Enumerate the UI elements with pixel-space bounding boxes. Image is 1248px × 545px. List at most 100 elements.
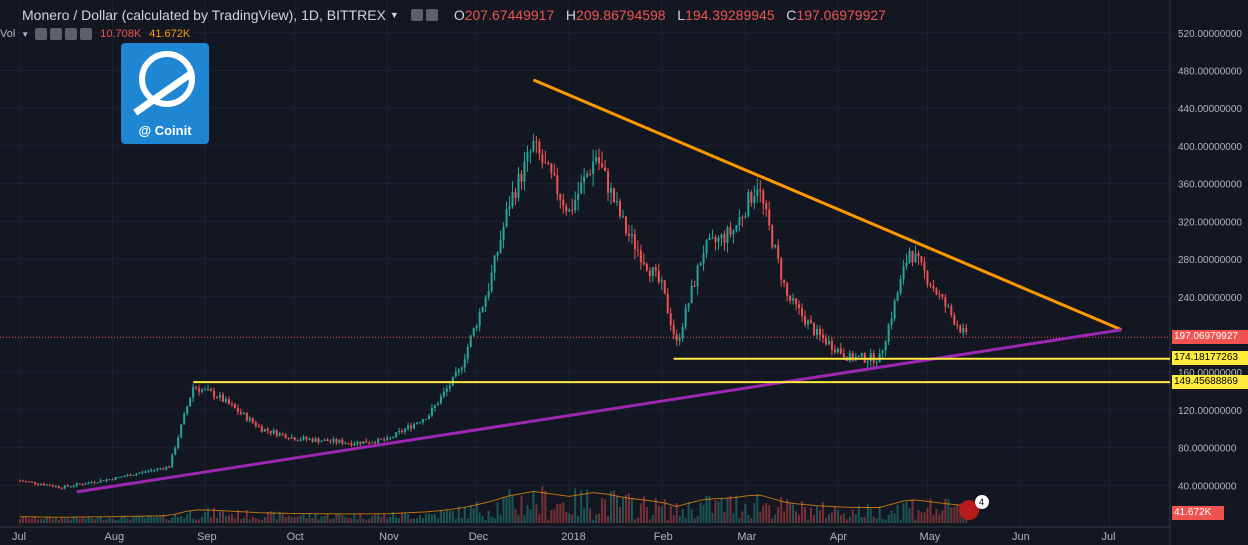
candle-body [610, 188, 613, 193]
volume-bar [436, 518, 439, 523]
candle-body [956, 324, 959, 326]
volume-bar [842, 513, 845, 523]
volume-bar [604, 499, 607, 523]
candle-body [559, 194, 562, 200]
volume-bar [872, 516, 875, 523]
time-tick-label: Sep [197, 531, 217, 543]
candle-body [690, 285, 693, 304]
candle-body [347, 443, 350, 445]
candle-body [114, 477, 117, 480]
candle-body [783, 279, 786, 284]
chevron-down-icon[interactable]: ▼ [389, 10, 399, 20]
candle-body [153, 469, 156, 471]
volume-bar [947, 499, 950, 523]
candle-body [735, 225, 738, 231]
candle-body [821, 334, 824, 339]
candle-body [314, 438, 317, 442]
volume-bar [210, 517, 213, 523]
candle-body [577, 193, 580, 200]
eye-icon[interactable] [35, 28, 48, 40]
volume-bar [144, 517, 147, 523]
volume-bar [881, 518, 884, 523]
volume-bar [580, 490, 583, 523]
volume-bar [251, 516, 254, 523]
volume-bar [538, 513, 541, 523]
time-tick-label: Aug [105, 531, 125, 543]
volume-bar [102, 519, 105, 523]
candle-body [147, 470, 150, 472]
time-tick-label: Apr [830, 531, 847, 543]
volume-bar [353, 514, 356, 523]
price-tick-label: 280.00000000 [1178, 255, 1242, 266]
candle-body [836, 348, 839, 353]
volume-bar [410, 518, 413, 523]
settings-icon[interactable] [50, 28, 63, 40]
price-tick-label: 320.00000000 [1178, 217, 1242, 228]
candle-body [204, 389, 207, 391]
volume-bar [499, 514, 502, 523]
volume-bar [189, 510, 192, 523]
candle-body [768, 209, 771, 226]
volume-bar [230, 513, 233, 523]
volume-bar [768, 505, 771, 523]
candle-body [42, 484, 45, 486]
settings-icon[interactable] [410, 9, 423, 21]
candle-body [293, 437, 296, 441]
volume-bar [753, 503, 756, 523]
candle-body [230, 404, 233, 406]
eye-icon[interactable] [425, 9, 438, 21]
volume-bar [168, 519, 171, 523]
candle-body [463, 359, 466, 368]
volume-bar [263, 517, 266, 523]
candle-body [866, 361, 869, 363]
volume-bar [395, 517, 398, 523]
candle-body [195, 386, 198, 389]
candle-body [362, 441, 365, 444]
candle-body [93, 482, 96, 484]
coinit-watermark-logo: @ Coinit [121, 43, 209, 144]
candle-body [639, 250, 642, 263]
candle-body [210, 389, 213, 392]
candle-body [896, 293, 899, 301]
volume-bar [266, 511, 269, 523]
candle-body [66, 485, 69, 487]
volume-bar [284, 517, 287, 523]
volume-bar [478, 512, 481, 523]
candle-body [174, 447, 177, 455]
support-price-label-1: 174.18177263 [1172, 351, 1248, 365]
volume-bar [621, 497, 624, 523]
candle-body [96, 482, 99, 484]
volume-bar [571, 514, 574, 523]
candle-body [675, 334, 678, 341]
volume-bar [630, 498, 633, 523]
symbol-title[interactable]: Monero / Dollar (calculated by TradingVi… [22, 7, 386, 23]
candle-body [914, 253, 917, 263]
volume-bar [311, 518, 314, 523]
close-icon[interactable] [80, 28, 93, 40]
volume-bar [618, 507, 621, 523]
chevron-down-icon[interactable]: ▼ [21, 29, 30, 39]
candle-body [875, 362, 878, 364]
candle-body [666, 293, 669, 314]
candle-body [72, 485, 75, 487]
volume-bar [213, 507, 216, 523]
candle-body [589, 173, 592, 175]
candle-body [786, 283, 789, 296]
volume-bar [224, 515, 227, 523]
time-tick-label: Dec [469, 531, 489, 543]
candle-body [150, 470, 153, 472]
candle-body [657, 270, 660, 283]
more-icon[interactable] [65, 28, 78, 40]
candle-body [744, 216, 747, 218]
candle-body [813, 323, 816, 336]
candle-body [938, 294, 941, 296]
volume-bar [938, 514, 941, 523]
candle-body [356, 441, 359, 444]
candle-body [287, 438, 290, 440]
volume-bar [535, 504, 538, 523]
candle-body [574, 199, 577, 210]
volume-bar [624, 495, 627, 523]
volume-bar [681, 509, 684, 523]
candle-body [923, 261, 926, 271]
